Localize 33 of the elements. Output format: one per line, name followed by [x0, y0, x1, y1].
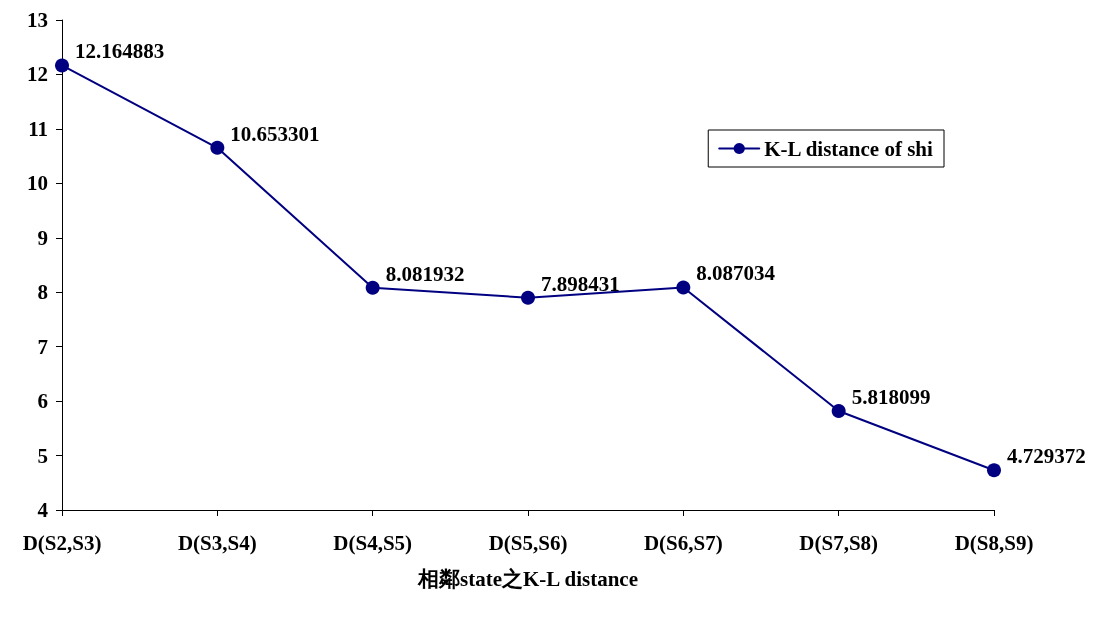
- point: [676, 280, 691, 295]
- x-tick-label: D(S6,S7): [643, 530, 723, 555]
- point: [210, 140, 225, 155]
- x-tick-label: D(S8,S9): [954, 530, 1034, 555]
- y-tick-label: 12: [27, 62, 48, 87]
- data-label: 5.818099: [851, 385, 931, 410]
- point: [55, 58, 69, 73]
- data-label: 8.081932: [385, 261, 465, 286]
- y-tick-label: 13: [27, 8, 48, 32]
- y-tick-label: 9: [37, 225, 48, 250]
- data-label: 10.653301: [230, 121, 320, 146]
- x-tick-label: D(S5,S6): [488, 530, 568, 555]
- legend-label: K-L distance of shi: [764, 136, 934, 161]
- data-label: 8.087034: [696, 261, 776, 286]
- y-tick-label: 4: [37, 498, 49, 522]
- x-tick-label: D(S3,S4): [177, 530, 257, 555]
- data-label: 12.164883: [75, 39, 165, 64]
- x-tick-label: D(S4,S5): [333, 530, 413, 555]
- point: [365, 280, 380, 295]
- point: [521, 290, 535, 305]
- y-tick-label: 6: [37, 389, 48, 414]
- data-label: 4.729372: [1007, 444, 1086, 469]
- y-tick-label: 11: [28, 116, 48, 141]
- x-axis-title: 相鄰state之K-L distance: [417, 566, 638, 591]
- data-label: 7.898431: [541, 271, 620, 296]
- point: [987, 463, 1001, 478]
- y-tick-label: 10: [27, 171, 48, 196]
- x-tick-label: D(S2,S3): [22, 530, 102, 555]
- point: [831, 404, 846, 419]
- y-tick-label: 7: [37, 334, 48, 359]
- y-tick-label: 5: [37, 443, 48, 468]
- y-tick-label: 8: [37, 280, 48, 305]
- x-tick-label: D(S7,S8): [799, 530, 879, 555]
